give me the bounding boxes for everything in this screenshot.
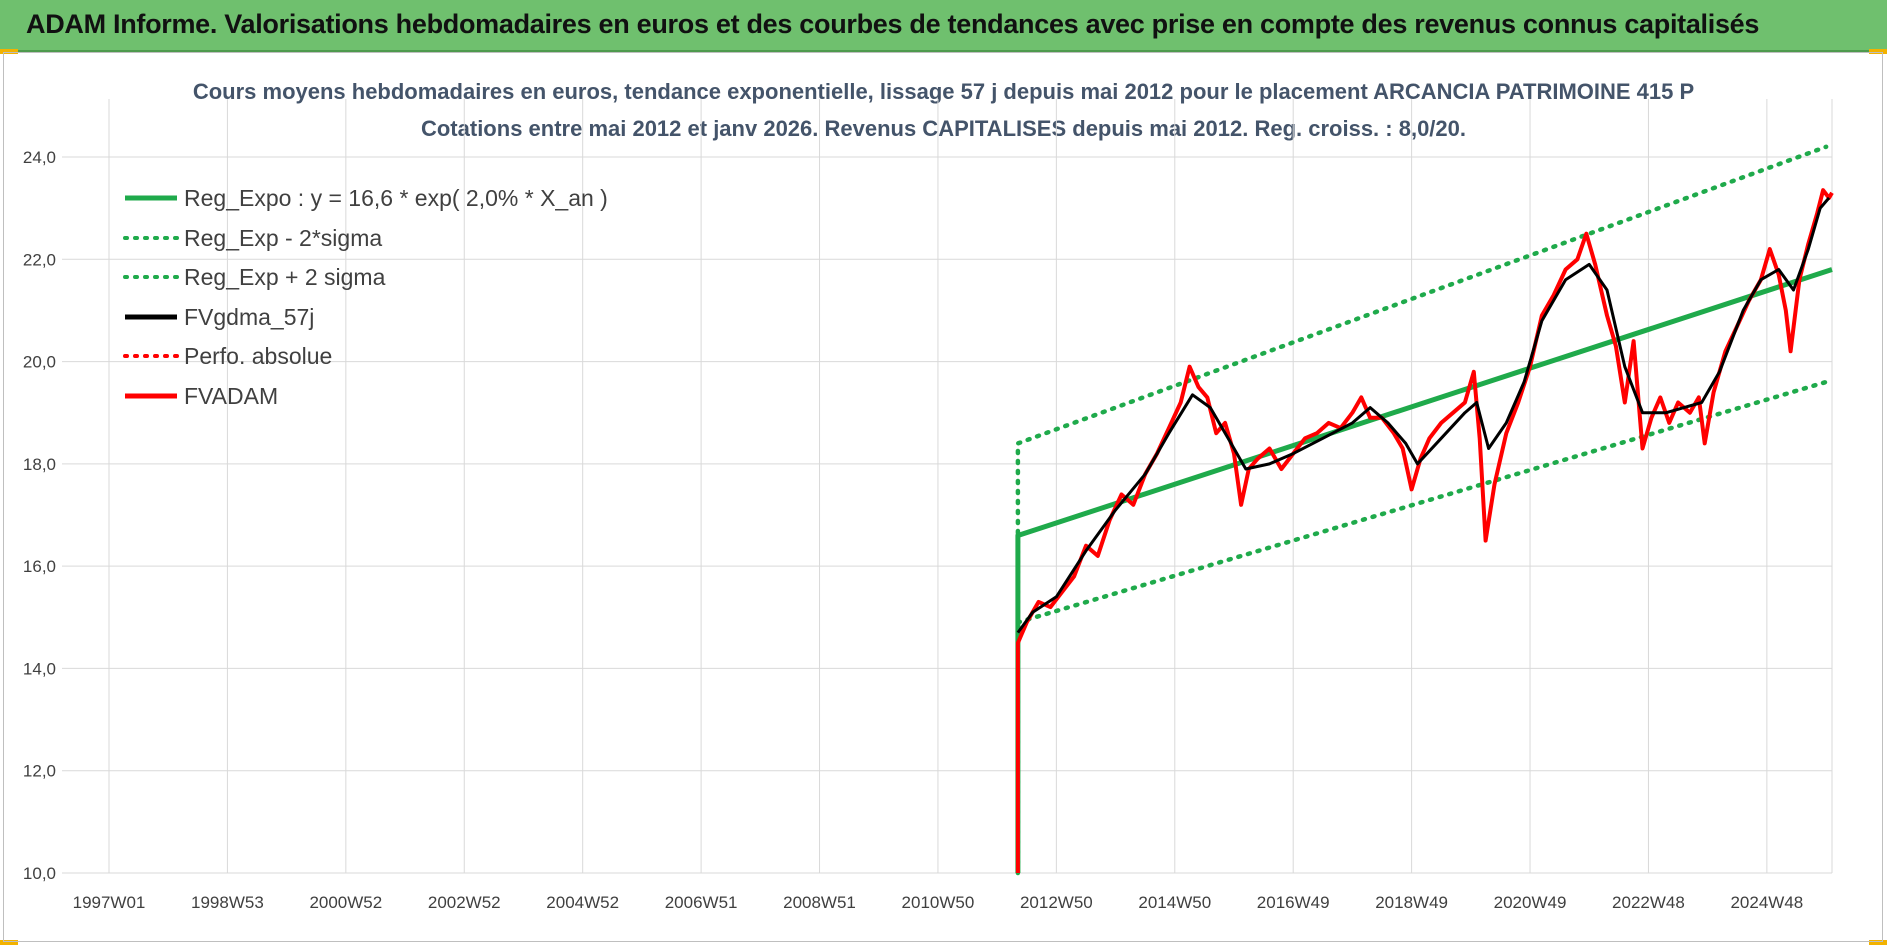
x-tick-label: 2020W49: [1494, 893, 1567, 912]
y-tick-label: 10,0: [23, 864, 56, 883]
series-line-1: [1015, 379, 1829, 625]
x-tick-label: 2006W51: [665, 893, 738, 912]
x-tick-label: 2022W48: [1612, 893, 1685, 912]
chart-subtitle: Cotations entre mai 2012 et janv 2026. R…: [420, 116, 1466, 141]
series-line-0: [1015, 267, 1833, 873]
y-tick-label: 12,0: [23, 762, 56, 781]
series-layer: [1015, 144, 1834, 876]
y-tick-label: 16,0: [23, 557, 56, 576]
chart-title: Cours moyens hebdomadaires en euros, ten…: [192, 79, 1695, 104]
x-tick-label: 2000W52: [309, 893, 382, 912]
chart-frame: [3, 52, 1883, 942]
chart-grid: [62, 99, 1833, 874]
series-line-3: [1016, 196, 1831, 634]
legend-swatch: [123, 275, 179, 279]
legend-swatch: [123, 235, 179, 240]
x-tick-label: 1998W53: [191, 893, 264, 912]
legend-label: FVADAM: [184, 382, 279, 409]
corner-mark: [0, 49, 18, 54]
x-tick-label: 2014W50: [1138, 893, 1211, 912]
x-tick-label: 2002W52: [428, 893, 501, 912]
corner-mark: [1869, 940, 1887, 945]
report-title: ADAM Informe. Valorisations hebdomadaire…: [26, 9, 1760, 39]
legend-label: Perfo. absolue: [184, 343, 333, 369]
axis-labels: 10,0 12,0 14,0 16,0 18,0 20,0 22,0 24,0 1997W01 1…: [23, 148, 1803, 912]
x-tick-label: 2016W49: [1257, 893, 1330, 912]
x-tick-label: 2004W52: [546, 893, 619, 912]
legend-swatch: [125, 314, 177, 319]
x-tick-label: 1997W01: [73, 893, 146, 912]
y-tick-label: 20,0: [23, 353, 56, 372]
x-tick-label: 2018W49: [1375, 893, 1448, 912]
y-tick-label: 18,0: [23, 455, 56, 474]
y-tick-label: 22,0: [23, 250, 56, 269]
legend-swatch: [123, 354, 179, 358]
legend-swatch: [125, 393, 177, 398]
x-tick-label: 2010W50: [902, 893, 975, 912]
x-tick-label: 2024W48: [1730, 893, 1803, 912]
y-tick-label: 14,0: [23, 659, 56, 678]
y-tick-label: 24,0: [23, 148, 56, 167]
legend-swatch: [125, 195, 177, 201]
corner-mark: [0, 940, 18, 945]
series-line-2: [1015, 144, 1829, 876]
series-line-5: [1015, 188, 1834, 873]
report-banner: ADAM Informe. Valorisations hebdomadaire…: [0, 0, 1887, 52]
legend-label: FVgdma_57j: [184, 303, 315, 330]
legend-label: Reg_Exp + 2 sigma: [184, 264, 386, 290]
corner-mark: [1869, 49, 1887, 54]
legend-label: Reg_Exp - 2*sigma: [184, 224, 383, 251]
x-tick-label: 2008W51: [783, 893, 856, 912]
x-tick-label: 2012W50: [1020, 893, 1093, 912]
legend-label: Reg_Expo : y = 16,6 * exp( 2,0% * X_an ): [184, 185, 608, 211]
